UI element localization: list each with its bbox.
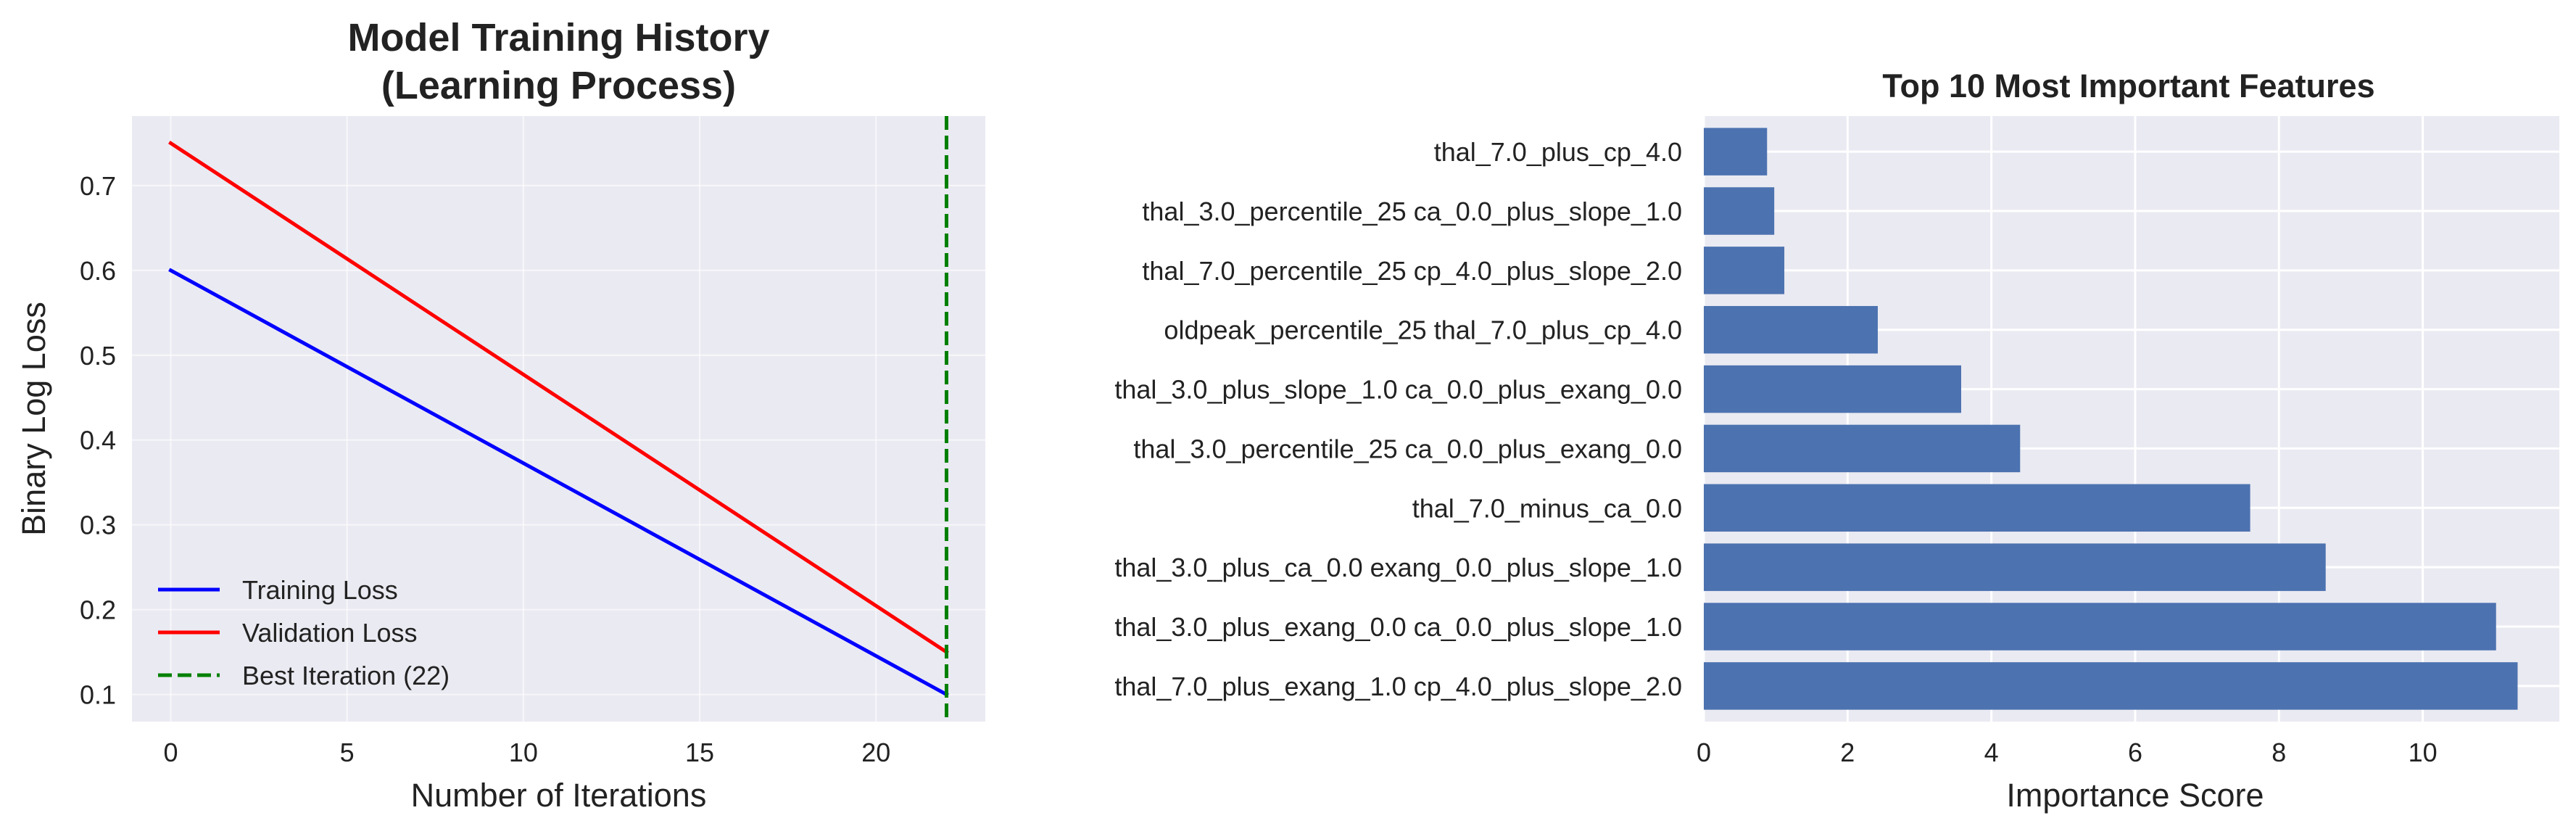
y-tick-label: 0.2 xyxy=(80,595,116,625)
bar xyxy=(1704,603,2496,651)
bar xyxy=(1704,187,1775,235)
bar xyxy=(1704,365,1961,413)
category-label: thal_7.0_percentile_25 cp_4.0_plus_slope… xyxy=(1142,256,1682,286)
x-tick-label: 4 xyxy=(1984,738,1999,767)
plot-area xyxy=(132,116,985,722)
chart-title-line1: Model Training History xyxy=(347,16,769,59)
x-tick-label: 10 xyxy=(509,738,538,767)
legend-label: Training Loss xyxy=(242,575,398,605)
chart-title-line2: (Learning Process) xyxy=(381,64,736,107)
y-tick-label: 0.7 xyxy=(80,171,116,201)
training-history-chart: 0 5 10 15 20 0.1 0.2 0.3 0.4 0.5 0.6 0.7 Number of I… xyxy=(15,16,985,814)
category-label: thal_3.0_percentile_25 ca_0.0_plus_slope… xyxy=(1142,197,1682,226)
y-tick-label: 0.4 xyxy=(80,426,116,455)
bar xyxy=(1704,543,2326,591)
x-tick-label: 2 xyxy=(1840,738,1855,767)
bar xyxy=(1704,305,1878,354)
category-label: thal_3.0_plus_ca_0.0 exang_0.0_plus_slop… xyxy=(1114,553,1682,582)
x-tick-label: 5 xyxy=(340,738,355,767)
legend-label: Best Iteration (22) xyxy=(242,661,450,690)
series-line xyxy=(168,268,949,697)
category-label: thal_7.0_minus_ca_0.0 xyxy=(1412,493,1682,523)
y-tick-label: 0.5 xyxy=(80,341,116,371)
legend: Training Loss Validation Loss Best Iterati… xyxy=(158,575,450,690)
bar xyxy=(1704,424,2021,473)
bar xyxy=(1704,662,2518,710)
x-tick-label: 15 xyxy=(685,738,714,767)
y-axis-label: Binary Log Loss xyxy=(15,302,52,536)
bar xyxy=(1704,128,1768,176)
x-tick-label: 0 xyxy=(163,738,178,767)
y-tick-label: 0.3 xyxy=(80,511,116,540)
x-tick-label: 8 xyxy=(2271,738,2286,767)
category-label: thal_7.0_plus_cp_4.0 xyxy=(1434,137,1682,167)
chart-title: Top 10 Most Important Features xyxy=(1882,67,2374,104)
category-label: thal_3.0_percentile_25 ca_0.0_plus_exang… xyxy=(1133,434,1682,463)
x-axis-label: Importance Score xyxy=(2006,777,2264,814)
x-axis-label: Number of Iterations xyxy=(411,777,707,814)
x-tick-label: 0 xyxy=(1697,738,1711,767)
category-label: thal_3.0_plus_slope_1.0 ca_0.0_plus_exan… xyxy=(1114,375,1682,405)
x-tick-label: 6 xyxy=(2128,738,2142,767)
x-tick-label: 10 xyxy=(2409,738,2438,767)
category-label: thal_7.0_plus_exang_1.0 cp_4.0_plus_slop… xyxy=(1114,672,1682,701)
category-label: thal_3.0_plus_exang_0.0 ca_0.0_plus_slop… xyxy=(1114,612,1682,642)
y-tick-label: 0.6 xyxy=(80,256,116,286)
legend-label: Validation Loss xyxy=(242,618,418,648)
category-label: oldpeak_percentile_25 thal_7.0_plus_cp_4… xyxy=(1164,315,1682,345)
series-line xyxy=(168,140,949,655)
y-tick-label: 0.1 xyxy=(80,680,116,710)
bar xyxy=(1704,247,1785,294)
x-tick-label: 20 xyxy=(861,738,890,767)
feature-importance-chart: thal_7.0_plus_cp_4.0 thal_3.0_percentile_… xyxy=(1114,67,2559,814)
bar xyxy=(1704,484,2250,532)
